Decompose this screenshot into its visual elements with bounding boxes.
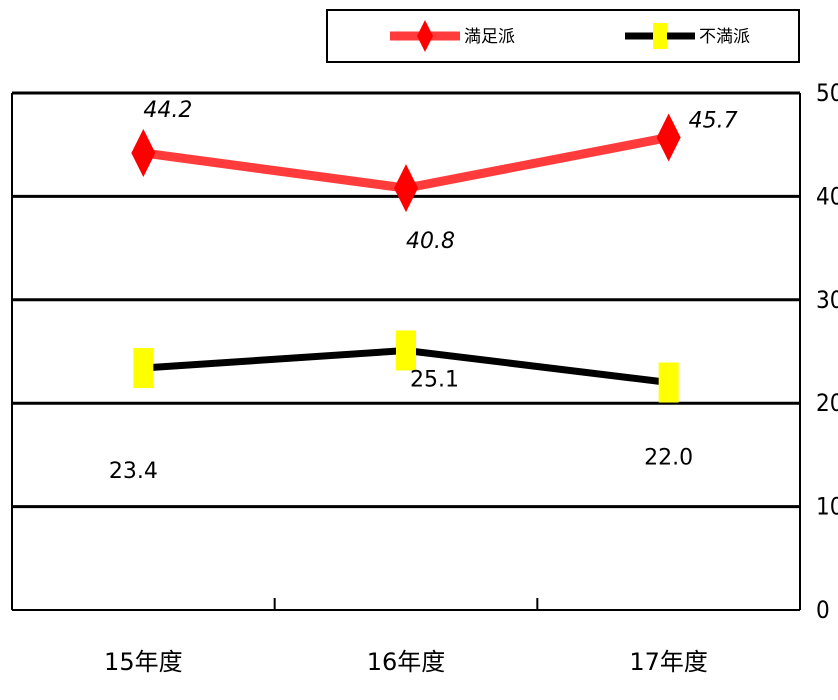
data-label: 23.4 bbox=[109, 459, 158, 484]
data-point-marker bbox=[131, 128, 156, 177]
data-point-marker bbox=[394, 164, 418, 213]
data-label: 44.2 bbox=[143, 98, 192, 123]
data-label: 45.7 bbox=[689, 108, 738, 133]
y-tick-label: 0 bbox=[816, 596, 830, 624]
series-layer bbox=[131, 113, 681, 403]
data-label: 40.8 bbox=[406, 229, 455, 254]
legend-label: 満足派 bbox=[464, 27, 515, 47]
data-label: 22.0 bbox=[644, 446, 693, 471]
x-category-label: 16年度 bbox=[367, 648, 446, 676]
data-point-marker bbox=[133, 348, 154, 389]
y-axis-ticks: 0 10 20 30 40 50 bbox=[816, 79, 838, 624]
legend-label: 不満派 bbox=[699, 27, 750, 47]
x-category-label: 15年度 bbox=[104, 648, 183, 676]
y-tick-label: 40 bbox=[816, 182, 838, 210]
legend-marker bbox=[417, 20, 433, 52]
x-axis-categories: 15年度 16年度 17年度 bbox=[104, 648, 708, 676]
legend-marker bbox=[653, 23, 667, 49]
y-tick-label: 50 bbox=[816, 79, 838, 107]
data-point-marker bbox=[396, 330, 416, 371]
y-tick-label: 10 bbox=[816, 493, 838, 521]
x-category-label: 17年度 bbox=[629, 648, 708, 676]
y-tick-label: 20 bbox=[816, 389, 838, 417]
y-tick-label: 30 bbox=[816, 286, 838, 314]
gridlines bbox=[12, 91, 800, 509]
data-point-marker bbox=[656, 113, 681, 162]
data-labels: 44.2 40.8 45.7 23.4 25.1 22.0 bbox=[109, 98, 738, 484]
legend: 満足派 不満派 bbox=[326, 9, 800, 63]
data-point-marker bbox=[658, 362, 679, 403]
data-label: 25.1 bbox=[410, 367, 459, 392]
axes bbox=[11, 93, 801, 611]
